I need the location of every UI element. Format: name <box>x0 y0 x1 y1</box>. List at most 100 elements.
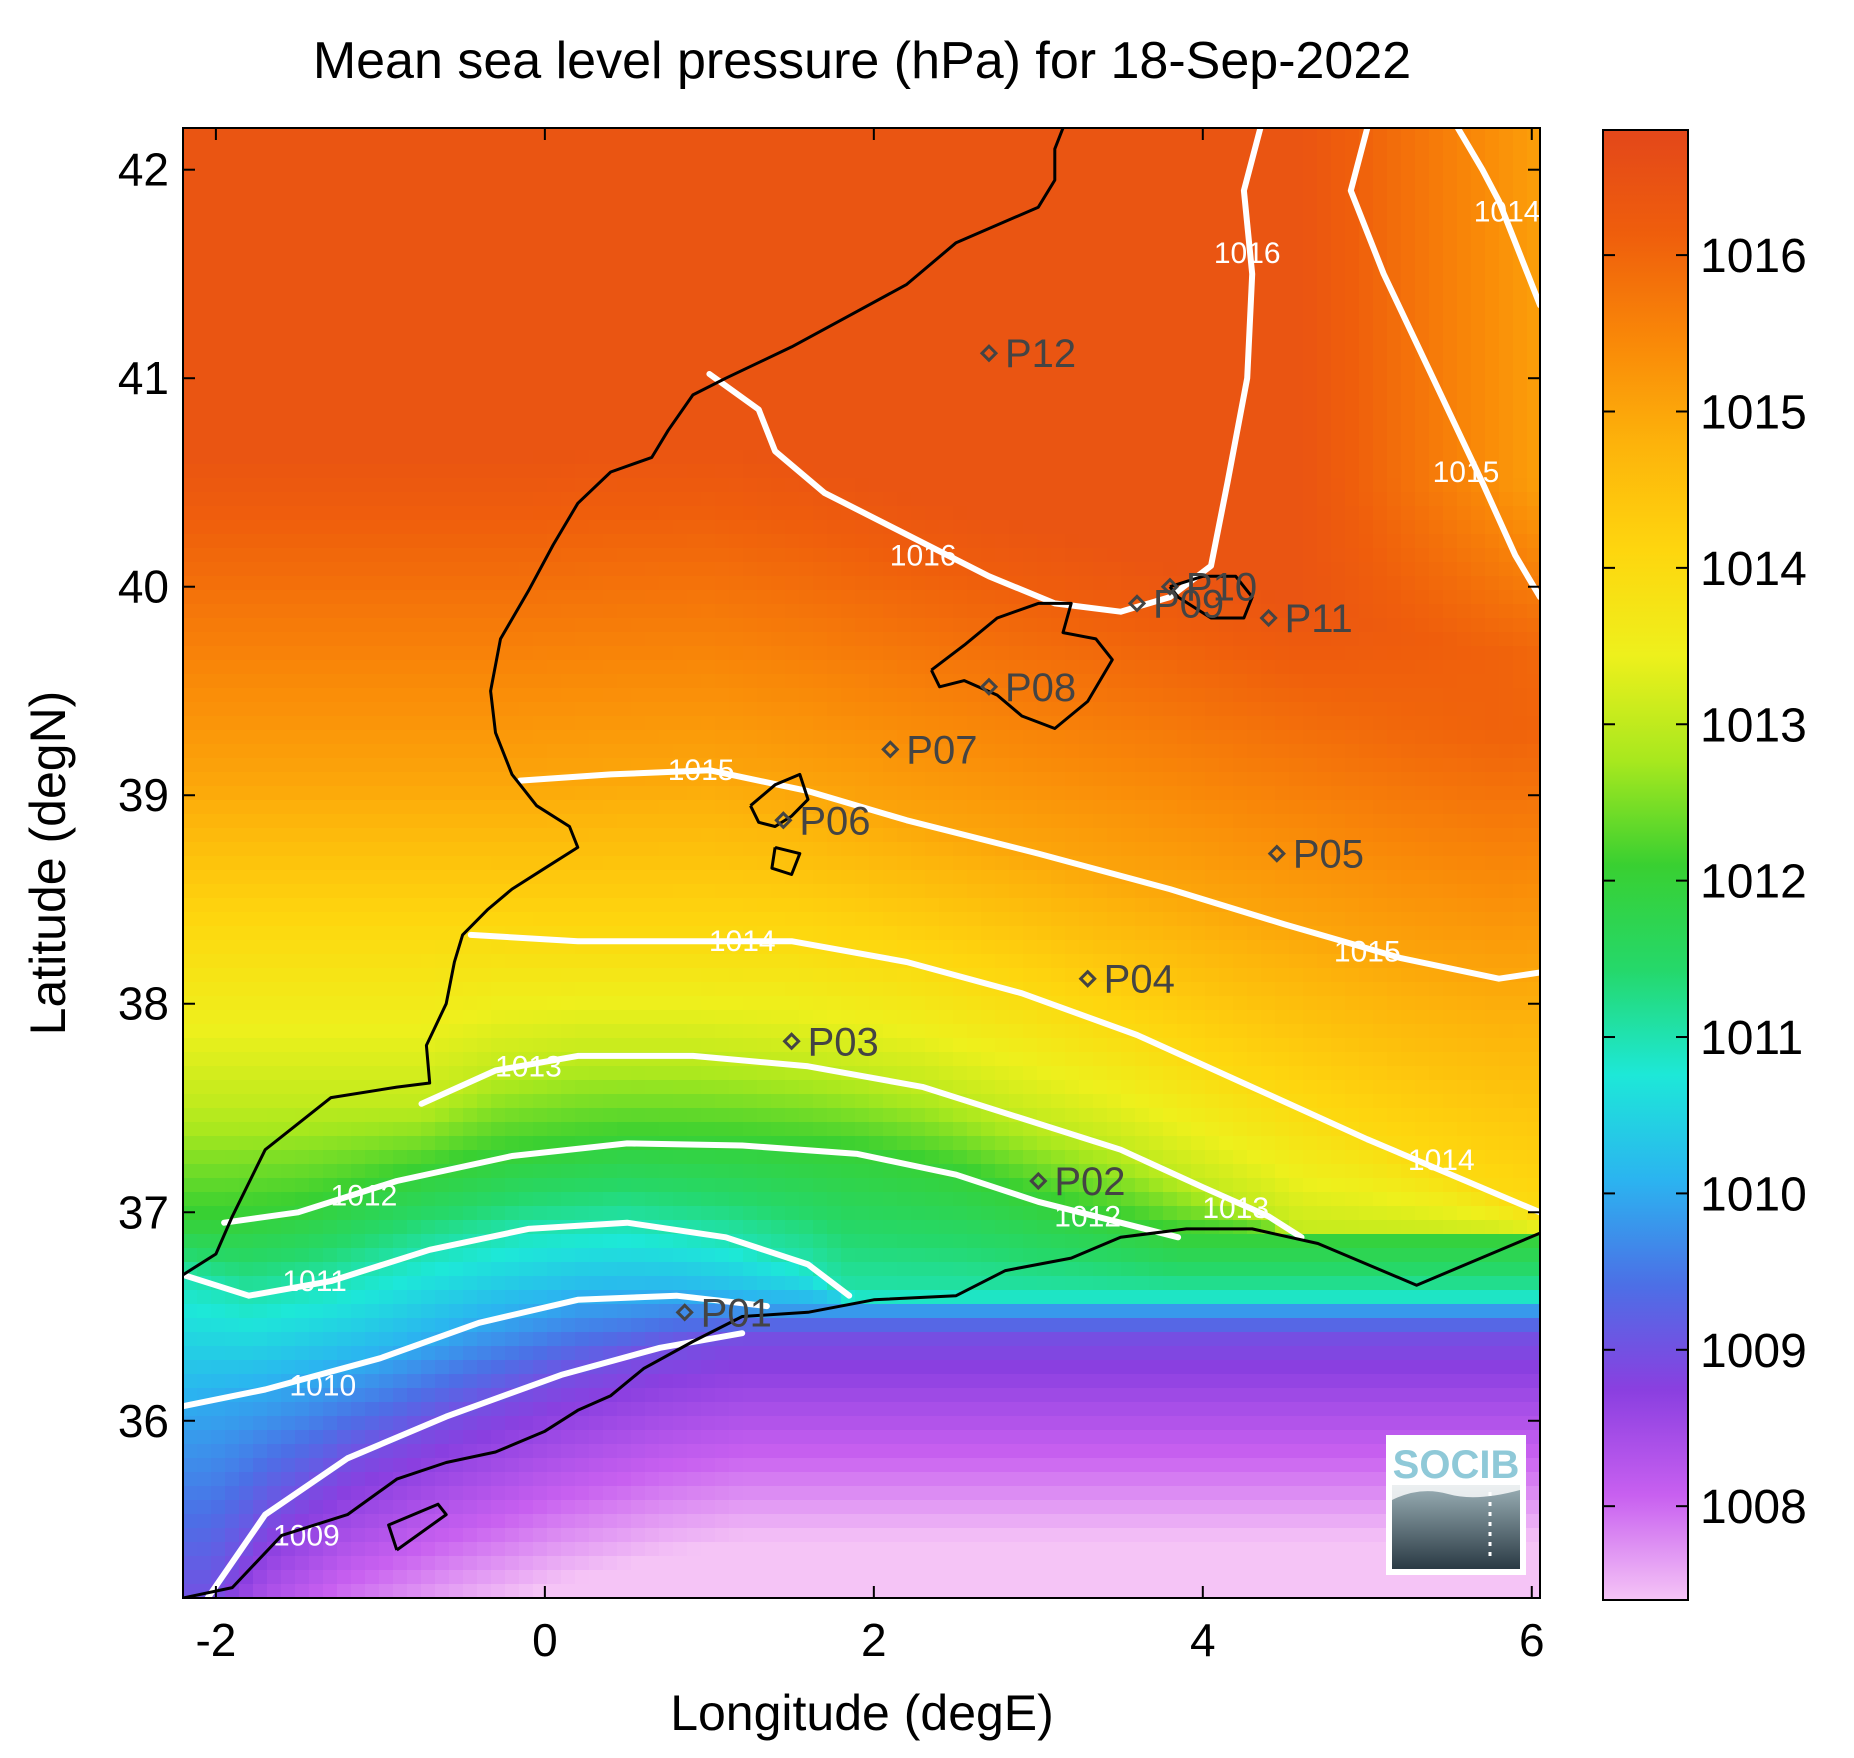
field-cell <box>421 534 436 549</box>
field-cell <box>631 1192 646 1207</box>
field-cell <box>505 198 520 213</box>
field-cell <box>785 660 800 675</box>
field-cell <box>323 1528 338 1543</box>
field-cell <box>701 1514 716 1529</box>
field-cell <box>351 1332 366 1347</box>
field-cell <box>785 996 800 1011</box>
field-cell <box>715 926 730 941</box>
field-cell <box>295 1220 310 1235</box>
field-cell <box>785 1066 800 1081</box>
field-cell <box>715 814 730 829</box>
field-cell <box>351 1122 366 1137</box>
field-cell <box>757 1514 772 1529</box>
field-cell <box>659 744 674 759</box>
field-cell <box>295 156 310 171</box>
field-cell <box>211 674 226 689</box>
field-cell <box>365 982 380 997</box>
field-cell <box>799 156 814 171</box>
field-cell <box>351 702 366 717</box>
field-cell <box>463 660 478 675</box>
field-cell <box>407 856 422 871</box>
field-cell <box>771 954 786 969</box>
field-cell <box>323 1052 338 1067</box>
field-cell <box>225 1164 240 1179</box>
field-cell <box>561 1430 576 1445</box>
field-cell <box>827 170 842 185</box>
field-cell <box>785 576 800 591</box>
field-cell <box>183 814 198 829</box>
field-cell <box>309 898 324 913</box>
field-cell <box>449 996 464 1011</box>
field-cell <box>575 506 590 521</box>
field-cell <box>365 534 380 549</box>
field-cell <box>813 534 828 549</box>
field-cell <box>603 1248 618 1263</box>
field-cell <box>757 1444 772 1459</box>
field-cell <box>589 352 604 367</box>
field-cell <box>715 954 730 969</box>
field-cell <box>519 954 534 969</box>
field-cell <box>799 660 814 675</box>
field-cell <box>659 632 674 647</box>
field-cell <box>757 632 772 647</box>
field-cell <box>281 1150 296 1165</box>
field-cell <box>295 352 310 367</box>
field-cell <box>799 632 814 647</box>
field-cell <box>323 170 338 185</box>
field-cell <box>603 716 618 731</box>
field-cell <box>715 170 730 185</box>
field-cell <box>505 1024 520 1039</box>
field-cell <box>659 198 674 213</box>
field-cell <box>379 548 394 563</box>
field-cell <box>575 1080 590 1095</box>
field-cell <box>295 744 310 759</box>
field-cell <box>827 744 842 759</box>
field-cell <box>477 1416 492 1431</box>
field-cell <box>561 646 576 661</box>
field-cell <box>631 506 646 521</box>
field-cell <box>757 1066 772 1081</box>
field-cell <box>701 492 716 507</box>
field-cell <box>617 1388 632 1403</box>
field-cell <box>575 744 590 759</box>
field-cell <box>687 1262 702 1277</box>
field-cell <box>687 1472 702 1487</box>
field-cell <box>351 1276 366 1291</box>
field-cell <box>659 1500 674 1515</box>
field-cell <box>743 660 758 675</box>
field-cell <box>771 254 786 269</box>
field-cell <box>631 1038 646 1053</box>
field-cell <box>603 800 618 815</box>
field-cell <box>211 240 226 255</box>
field-cell <box>701 674 716 689</box>
field-cell <box>309 660 324 675</box>
field-cell <box>211 800 226 815</box>
field-cell <box>631 156 646 171</box>
field-cell <box>491 366 506 381</box>
field-cell <box>813 1584 828 1598</box>
field-cell <box>659 534 674 549</box>
field-cell <box>729 464 744 479</box>
field-cell <box>309 1052 324 1067</box>
field-cell <box>491 296 506 311</box>
field-cell <box>421 1584 436 1598</box>
field-cell <box>253 450 268 465</box>
field-cell <box>239 310 254 325</box>
field-cell <box>337 212 352 227</box>
field-cell <box>673 436 688 451</box>
field-cell <box>799 898 814 913</box>
field-cell <box>435 324 450 339</box>
field-cell <box>505 520 520 535</box>
field-cell <box>505 1360 520 1375</box>
field-cell <box>365 1332 380 1347</box>
field-cell <box>687 1542 702 1557</box>
field-cell <box>575 1458 590 1473</box>
field-cell <box>309 702 324 717</box>
field-cell <box>575 464 590 479</box>
field-cell <box>337 1416 352 1431</box>
field-cell <box>547 422 562 437</box>
field-cell <box>645 1206 660 1221</box>
field-cell <box>225 1094 240 1109</box>
field-cell <box>323 1010 338 1025</box>
field-cell <box>267 254 282 269</box>
